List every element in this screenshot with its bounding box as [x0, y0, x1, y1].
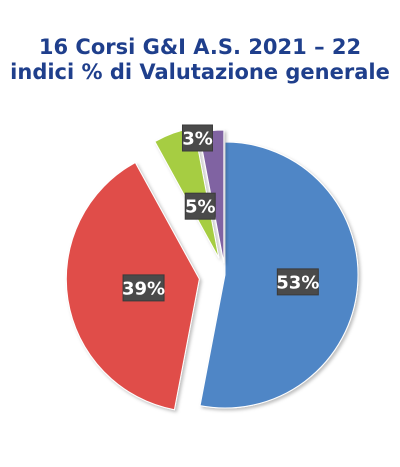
data-label-text: 3% — [182, 128, 213, 149]
data-label-5pct: 5% — [184, 192, 216, 220]
chart-title: 16 Corsi G&I A.S. 2021 – 22 — [38, 35, 362, 59]
data-label-39pct: 39% — [122, 274, 165, 302]
data-label-3pct: 3% — [181, 124, 213, 152]
data-label-text: 53% — [276, 272, 319, 293]
data-label-text: 39% — [122, 278, 165, 299]
data-label-53pct: 53% — [276, 268, 319, 296]
data-label-text: 5% — [185, 197, 216, 218]
chart-subtitle: indici % di Valutazione generale — [10, 60, 390, 84]
